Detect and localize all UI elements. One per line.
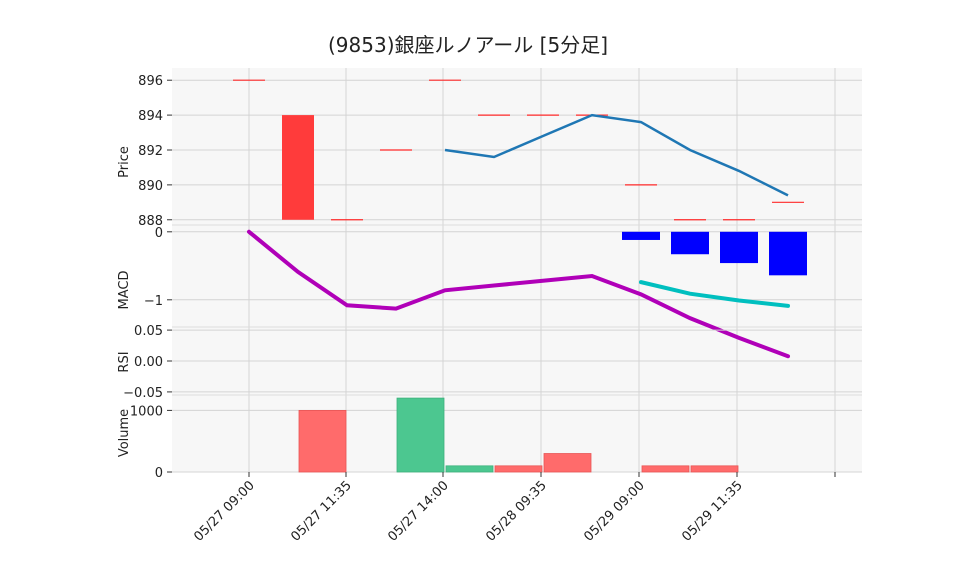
x-tick-label: 05/27 14:00 — [385, 478, 452, 545]
panel-volume-background — [172, 395, 862, 472]
price-candle — [282, 115, 314, 220]
macd-histogram-bar — [671, 231, 709, 255]
macd-axis-label: MACD — [117, 271, 132, 310]
rsi-y-tick-label: 0.00 — [134, 355, 163, 370]
price-y-tick-label: 890 — [138, 179, 163, 194]
macd-y-tick-label: 0 — [155, 226, 163, 241]
volume-bar — [641, 465, 690, 473]
chart-title: (9853)銀座ルノアール [5分足] — [328, 33, 608, 57]
volume-bar — [298, 409, 347, 473]
price-y-tick-label: 892 — [138, 144, 163, 159]
price-y-tick-label: 894 — [138, 109, 163, 124]
volume-axis-label: Volume — [117, 409, 132, 457]
x-tick-label: 05/27 11:35 — [288, 478, 355, 545]
rsi-axis-label: RSI — [117, 351, 132, 372]
volume-bar — [396, 397, 445, 473]
price-axis-label: Price — [117, 146, 132, 178]
volume-bar — [445, 465, 494, 473]
x-tick-label: 05/27 09:00 — [191, 478, 258, 545]
x-tick-label: 05/29 11:35 — [679, 478, 746, 545]
macd-line — [247, 229, 790, 359]
panel-macd-background — [172, 225, 862, 327]
volume-bar — [690, 465, 739, 473]
macd-histogram-bar — [622, 231, 660, 240]
x-tick-label: 05/29 09:00 — [581, 478, 648, 545]
macd-histogram-bar — [769, 231, 807, 276]
volume-y-tick-label: 1000 — [130, 404, 163, 419]
price-y-tick-label: 888 — [138, 214, 163, 229]
volume-bar — [494, 465, 543, 473]
volume-bar — [543, 453, 592, 473]
macd-y-tick-label: −1 — [144, 294, 163, 309]
macd-histogram-bar — [720, 231, 758, 264]
x-tick-label: 05/28 09:35 — [483, 478, 550, 545]
volume-y-tick-label: 0 — [155, 466, 163, 481]
price-y-tick-label: 896 — [138, 74, 163, 89]
macd-signal-line — [639, 280, 790, 308]
price-moving-average-line — [444, 113, 789, 197]
rsi-y-tick-label: −0.05 — [123, 386, 163, 401]
rsi-y-tick-label: 0.05 — [134, 324, 163, 339]
